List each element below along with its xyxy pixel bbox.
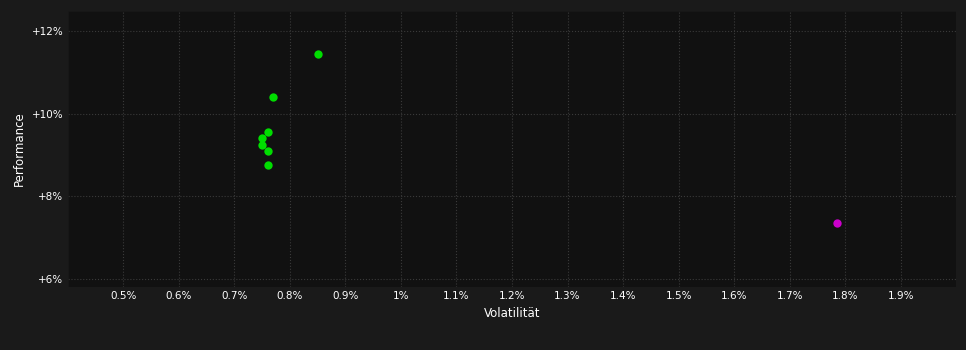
- Point: [260, 130, 275, 135]
- X-axis label: Volatilität: Volatilität: [484, 307, 540, 320]
- Point: [260, 148, 275, 154]
- Point: [266, 94, 281, 100]
- Point: [310, 51, 326, 57]
- Point: [260, 162, 275, 168]
- Point: [254, 142, 270, 147]
- Point: [254, 136, 270, 141]
- Y-axis label: Performance: Performance: [14, 111, 26, 186]
- Point: [829, 220, 844, 226]
